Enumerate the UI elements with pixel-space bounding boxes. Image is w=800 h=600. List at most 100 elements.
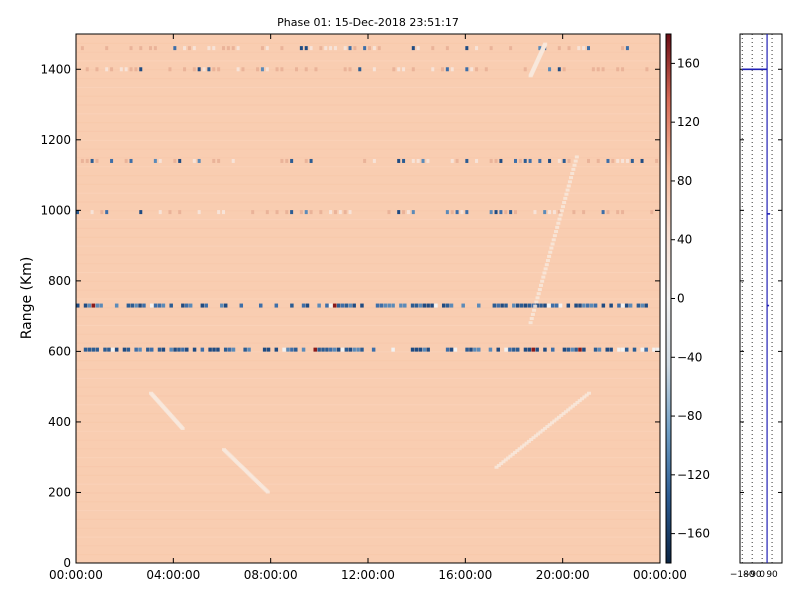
heatmap-cell: [304, 210, 308, 215]
heatmap-cell: [314, 67, 318, 72]
heatmap-cell: [227, 347, 232, 352]
streak-cell: [510, 452, 515, 456]
streak-cell: [532, 308, 537, 312]
streak-cell: [548, 250, 553, 254]
heatmap-cell: [543, 303, 547, 308]
heatmap-cell: [410, 347, 415, 352]
heatmap-cell: [360, 347, 364, 352]
heatmap-cell: [392, 67, 396, 72]
streak-cell: [543, 42, 548, 46]
heatmap-cell: [616, 67, 620, 72]
heatmap-cell: [301, 347, 306, 352]
heatmap-cell: [547, 303, 551, 308]
heatmap-cell: [527, 303, 532, 308]
heatmap-cell: [587, 46, 590, 51]
texture-row: [76, 236, 660, 238]
heatmap-cell: [344, 303, 349, 308]
heatmap-cell: [539, 303, 543, 308]
heatmap-cell: [329, 347, 333, 352]
heatmap-cell: [80, 158, 84, 163]
heatmap-cell: [241, 67, 245, 72]
x-tick-label: 20:00:00: [536, 568, 590, 582]
heatmap-cell: [181, 303, 185, 308]
heatmap-cell: [632, 347, 637, 352]
streak-cell: [533, 434, 538, 438]
texture-row: [76, 369, 660, 371]
heatmap-cell: [383, 303, 388, 308]
heatmap-cell: [644, 347, 648, 352]
heatmap-cell: [348, 67, 352, 72]
heatmap-cell: [379, 303, 384, 308]
streak-cell: [538, 430, 543, 434]
heatmap-cell: [414, 303, 419, 308]
streak-cell: [555, 225, 560, 229]
heatmap-cell: [499, 158, 503, 163]
heatmap-cell: [325, 347, 329, 352]
heatmap-cell: [461, 303, 465, 308]
heatmap-cell: [333, 210, 337, 215]
x-tick-label: 04:00:00: [146, 568, 200, 582]
texture-row: [76, 554, 660, 556]
streak-cell: [563, 410, 568, 414]
heatmap-cell: [216, 347, 220, 352]
texture-row: [76, 298, 660, 300]
heatmap-cell: [157, 347, 162, 352]
heatmap-cell: [222, 210, 225, 215]
heatmap-cell: [282, 347, 286, 352]
heatmap-cell: [134, 347, 138, 352]
heatmap-cell: [489, 158, 493, 163]
heatmap-cell: [418, 303, 423, 308]
heatmap-cell: [489, 210, 493, 215]
heatmap-cell: [348, 303, 353, 308]
streak-cell: [562, 201, 567, 205]
heatmap-cell: [356, 347, 360, 352]
heatmap-cell: [161, 303, 166, 308]
streak-cell: [569, 176, 574, 180]
heatmap-cell: [509, 210, 513, 215]
heatmap-cell: [557, 158, 561, 163]
heatmap-cell: [149, 46, 152, 51]
heatmap-cell: [338, 210, 342, 215]
heatmap-cell: [591, 67, 595, 72]
texture-row: [76, 421, 660, 423]
heatmap-cell: [212, 347, 216, 352]
heatmap-cell: [512, 303, 516, 308]
heatmap-cell: [336, 303, 341, 308]
heatmap-cell: [609, 347, 613, 352]
texture-row: [76, 272, 660, 274]
heatmap-cell: [562, 158, 566, 163]
heatmap-cell: [173, 158, 177, 163]
heatmap-cell: [596, 67, 600, 72]
heatmap-cell: [455, 158, 459, 163]
heatmap-cell: [512, 347, 516, 352]
streak-cell: [528, 321, 533, 325]
heatmap-cell: [397, 210, 401, 215]
heatmap-cell: [207, 46, 211, 51]
heatmap-cell: [188, 303, 193, 308]
heatmap-cell: [304, 158, 308, 163]
heatmap-cell: [582, 347, 586, 352]
streak-cell: [499, 462, 504, 466]
heatmap-cell: [616, 158, 620, 163]
heatmap-cell: [226, 46, 230, 51]
heatmap-cell: [105, 67, 109, 72]
heatmap-cell: [504, 303, 508, 308]
heatmap-cell: [411, 210, 415, 215]
heatmap-cell: [332, 347, 337, 352]
heatmap-cell: [187, 46, 191, 51]
heatmap-cell: [124, 158, 128, 163]
x-tick-label: 00:00:00: [49, 568, 103, 582]
heatmap-cell: [496, 347, 500, 352]
heatmap-cell: [336, 347, 341, 352]
heatmap-cell: [285, 158, 289, 163]
heatmap-cell: [567, 46, 571, 51]
heatmap-cell: [304, 46, 308, 51]
side-x-tick-label: −90: [743, 570, 762, 580]
texture-row: [76, 483, 660, 485]
texture-row: [76, 130, 660, 132]
streak-cell: [541, 275, 546, 279]
heatmap-cell: [606, 210, 610, 215]
heatmap-cell: [431, 67, 435, 72]
streak-cell: [180, 426, 185, 430]
heatmap-cell: [589, 303, 594, 308]
